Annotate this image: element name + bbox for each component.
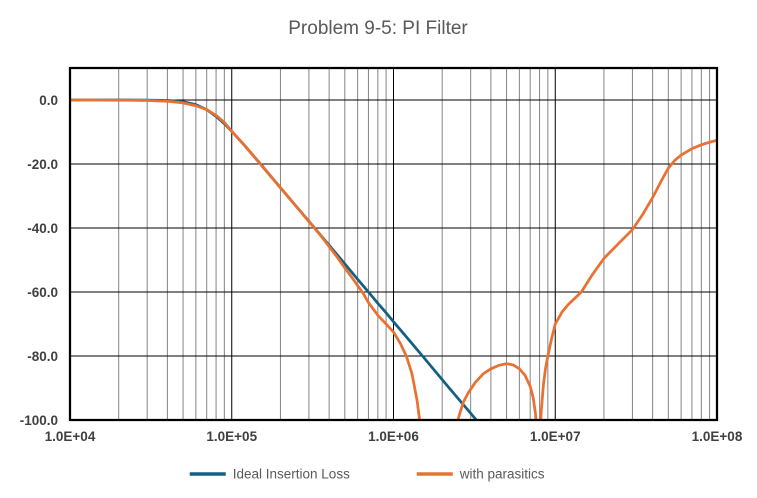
- x-tick-label: 1.0E+06: [368, 429, 419, 444]
- major-gridlines: [70, 68, 717, 420]
- x-tick-label: 1.0E+07: [530, 429, 581, 444]
- legend-item-parasitics[interactable]: with parasitics: [416, 467, 545, 482]
- minor-gridlines: [118, 68, 711, 420]
- y-tick-label: -40.0: [27, 221, 58, 236]
- legend: Ideal Insertion Loss with parasitics: [189, 467, 545, 482]
- chart-title: Problem 9-5: PI Filter: [288, 18, 468, 39]
- y-tick-label: -80.0: [27, 349, 58, 364]
- legend-item-label: Ideal Insertion Loss: [233, 467, 350, 482]
- legend-item-ideal[interactable]: Ideal Insertion Loss: [189, 467, 350, 482]
- x-tick-label: 1.0E+08: [692, 429, 743, 444]
- y-axis-tick-labels: 0.0 -20.0 -40.0 -60.0 -80.0 -100.0: [20, 93, 58, 428]
- x-tick-label: 1.0E+04: [45, 429, 96, 444]
- y-tick-label: -60.0: [27, 285, 58, 300]
- x-axis-tick-labels: 1.0E+04 1.0E+05 1.0E+06 1.0E+07 1.0E+08: [45, 429, 743, 444]
- data-series: [70, 98, 717, 420]
- plot-area-border: [68, 66, 719, 422]
- x-tick-label: 1.0E+05: [206, 429, 257, 444]
- legend-item-label: with parasitics: [459, 467, 545, 482]
- y-tick-label: -20.0: [27, 157, 58, 172]
- y-tick-label: -100.0: [20, 413, 58, 428]
- y-tick-label: 0.0: [39, 93, 58, 108]
- series-line-ideal: [70, 98, 479, 420]
- series-line-parasitics: [70, 98, 717, 420]
